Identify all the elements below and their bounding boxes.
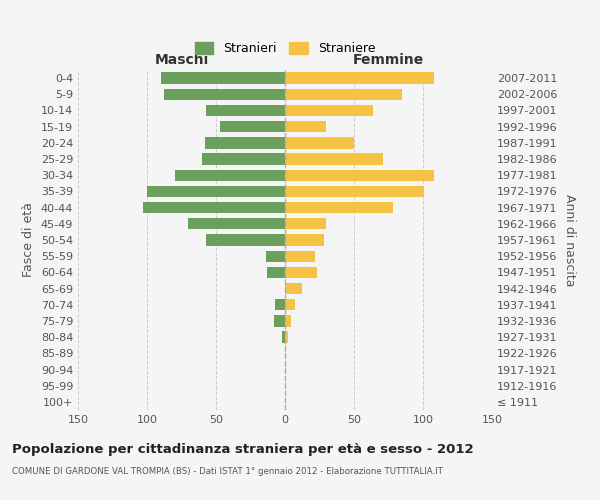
Bar (266, 250, 285, 262)
Bar (285, 72, 434, 84)
Bar (285, 154, 383, 164)
Bar (282, 332, 285, 343)
Text: Popolazione per cittadinanza straniera per età e sesso - 2012: Popolazione per cittadinanza straniera p… (12, 442, 473, 456)
Bar (267, 266, 285, 278)
Text: COMUNE DI GARDONE VAL TROMPIA (BS) - Dati ISTAT 1° gennaio 2012 - Elaborazione T: COMUNE DI GARDONE VAL TROMPIA (BS) - Dat… (12, 468, 443, 476)
Bar (220, 121, 285, 132)
Bar (285, 299, 295, 310)
Bar (205, 137, 285, 148)
Bar (285, 266, 317, 278)
Text: Femmine: Femmine (353, 52, 424, 66)
Bar (188, 218, 285, 230)
Text: Maschi: Maschi (154, 52, 209, 66)
Bar (285, 316, 290, 326)
Bar (285, 202, 392, 213)
Bar (285, 332, 288, 343)
Bar (175, 170, 285, 181)
Bar (285, 170, 434, 181)
Bar (285, 121, 326, 132)
Bar (285, 105, 373, 116)
Bar (206, 234, 285, 246)
Bar (285, 186, 424, 197)
Bar (285, 88, 403, 100)
Bar (164, 88, 285, 100)
Bar (285, 218, 326, 230)
Y-axis label: Anni di nascita: Anni di nascita (563, 194, 576, 286)
Bar (161, 72, 285, 84)
Y-axis label: Fasce di età: Fasce di età (22, 202, 35, 278)
Bar (285, 283, 302, 294)
Bar (285, 234, 323, 246)
Bar (274, 316, 285, 326)
Bar (285, 250, 316, 262)
Bar (202, 154, 285, 164)
Bar (275, 299, 285, 310)
Bar (206, 105, 285, 116)
Bar (285, 137, 354, 148)
Bar (143, 202, 285, 213)
Bar (147, 186, 285, 197)
Legend: Stranieri, Straniere: Stranieri, Straniere (194, 42, 376, 55)
